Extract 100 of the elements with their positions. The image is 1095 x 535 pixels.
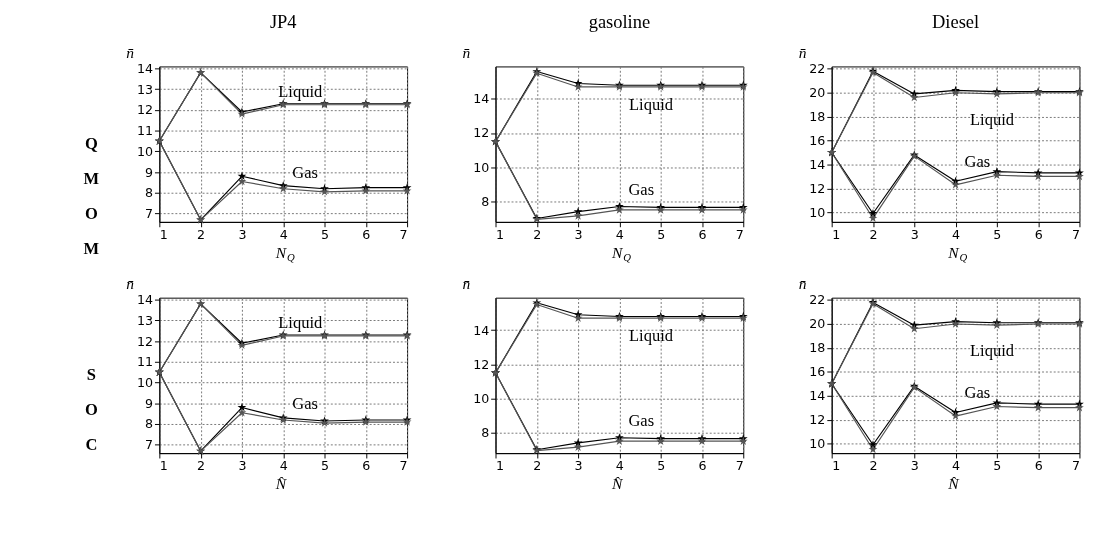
x-tick-label: 4 xyxy=(615,458,624,474)
y-tick-label: 12 xyxy=(809,180,826,196)
chart-title: gasoline xyxy=(588,11,651,32)
y-tick-label: 10 xyxy=(809,204,826,220)
y-axis-title: n̄ xyxy=(798,43,807,61)
annotation: Gas xyxy=(628,410,655,430)
x-tick-label: 2 xyxy=(197,226,206,242)
x-tick-label: 5 xyxy=(320,226,330,242)
y-tick-label: 13 xyxy=(136,312,154,328)
y-tick-label: 14 xyxy=(136,292,154,308)
y-axis-title: n̄ xyxy=(126,43,135,61)
annotation: Liquid xyxy=(628,95,674,115)
y-tick-label: 10 xyxy=(136,375,154,391)
y-tick-label: 22 xyxy=(809,61,826,77)
x-tick-label: 1 xyxy=(496,226,505,242)
y-tick-label: 16 xyxy=(809,132,826,148)
x-tick-label: 6 xyxy=(362,458,371,474)
x-tick-label: 6 xyxy=(698,226,707,242)
y-tick-label: 14 xyxy=(473,91,490,107)
x-tick-label: 7 xyxy=(735,458,744,474)
x-tick-label: 5 xyxy=(320,458,330,474)
x-tick-label: 5 xyxy=(993,458,1002,474)
chart-title: Diesel xyxy=(932,11,980,32)
y-tick-label: 22 xyxy=(809,292,826,308)
annotation: Gas xyxy=(964,382,991,402)
text: SOC xyxy=(84,365,98,455)
x-tick-label: 1 xyxy=(159,458,168,474)
x-tick-label: 7 xyxy=(1071,458,1080,474)
x-tick-label: 1 xyxy=(159,226,168,242)
x-axis-title: N̂ xyxy=(274,475,288,493)
x-tick-label: 3 xyxy=(910,458,919,474)
annotation: Gas xyxy=(292,163,318,183)
x-tick-label: 1 xyxy=(832,458,841,474)
y-tick-label: 9 xyxy=(144,164,154,180)
x-tick-label: 2 xyxy=(533,226,542,242)
x-tick-label: 2 xyxy=(197,458,206,474)
annotation: Liquid xyxy=(278,312,323,332)
x-axis-title: N̂ xyxy=(610,475,624,493)
y-tick-label: 18 xyxy=(809,340,826,356)
y-tick-label: 10 xyxy=(473,159,490,175)
x-tick-label: 5 xyxy=(657,226,666,242)
x-tick-label: 6 xyxy=(1034,458,1043,474)
y-tick-label: 20 xyxy=(809,316,826,332)
text: QMOM xyxy=(83,134,100,258)
y-tick-label: 11 xyxy=(136,354,154,370)
x-tick-label: 7 xyxy=(399,226,408,242)
x-tick-label: 2 xyxy=(869,458,878,474)
x-tick-label: 5 xyxy=(657,458,666,474)
y-tick-label: 12 xyxy=(473,125,490,141)
x-tick-label: 2 xyxy=(869,226,878,242)
annotation: Gas xyxy=(628,179,655,199)
y-tick-label: 10 xyxy=(136,143,154,159)
y-axis-title: n̄ xyxy=(462,274,471,292)
x-axis-title: N̂ xyxy=(947,475,961,493)
annotation: Liquid xyxy=(970,109,1015,129)
x-tick-label: 6 xyxy=(1034,226,1043,242)
y-tick-label: 8 xyxy=(144,185,154,201)
y-tick-label: 10 xyxy=(809,435,826,451)
y-tick-label: 12 xyxy=(136,102,154,118)
annotation: Liquid xyxy=(970,340,1015,360)
annotation: Gas xyxy=(964,151,991,171)
y-tick-label: 13 xyxy=(136,81,154,97)
y-axis-title: n̄ xyxy=(798,274,807,292)
y-tick-label: 14 xyxy=(809,388,826,404)
x-tick-label: 6 xyxy=(362,226,371,242)
y-tick-label: 11 xyxy=(136,123,154,139)
x-tick-label: 3 xyxy=(238,458,247,474)
y-tick-label: 7 xyxy=(144,437,154,453)
x-tick-label: 3 xyxy=(910,226,919,242)
y-tick-label: 14 xyxy=(136,60,154,76)
x-tick-label: 7 xyxy=(735,226,744,242)
x-tick-label: 3 xyxy=(574,226,583,242)
x-tick-label: 7 xyxy=(399,458,408,474)
x-tick-label: 3 xyxy=(238,226,247,242)
y-tick-label: 8 xyxy=(481,425,490,441)
y-axis-title: n̄ xyxy=(126,274,135,292)
x-tick-label: 1 xyxy=(496,458,505,474)
x-tick-label: 5 xyxy=(993,226,1002,242)
x-tick-label: 4 xyxy=(615,226,624,242)
y-tick-label: 12 xyxy=(809,412,826,428)
y-tick-label: 12 xyxy=(136,333,154,349)
y-tick-label: 9 xyxy=(144,395,154,411)
y-tick-label: 8 xyxy=(144,416,154,432)
x-tick-label: 6 xyxy=(698,458,707,474)
y-axis-title: n̄ xyxy=(462,43,471,61)
x-tick-label: 4 xyxy=(279,458,288,474)
annotation: Liquid xyxy=(628,326,674,346)
y-tick-label: 14 xyxy=(809,156,826,172)
y-tick-label: 12 xyxy=(473,356,490,372)
x-tick-label: 4 xyxy=(279,226,288,242)
x-tick-label: 4 xyxy=(952,458,961,474)
y-tick-label: 20 xyxy=(809,85,826,101)
y-tick-label: 14 xyxy=(473,322,490,338)
y-tick-label: 10 xyxy=(473,390,490,406)
y-tick-label: 18 xyxy=(809,109,826,125)
x-tick-label: 1 xyxy=(832,226,841,242)
annotation: Liquid xyxy=(278,81,323,101)
annotation: Gas xyxy=(292,394,318,414)
x-tick-label: 4 xyxy=(952,226,961,242)
x-tick-label: 3 xyxy=(574,458,583,474)
